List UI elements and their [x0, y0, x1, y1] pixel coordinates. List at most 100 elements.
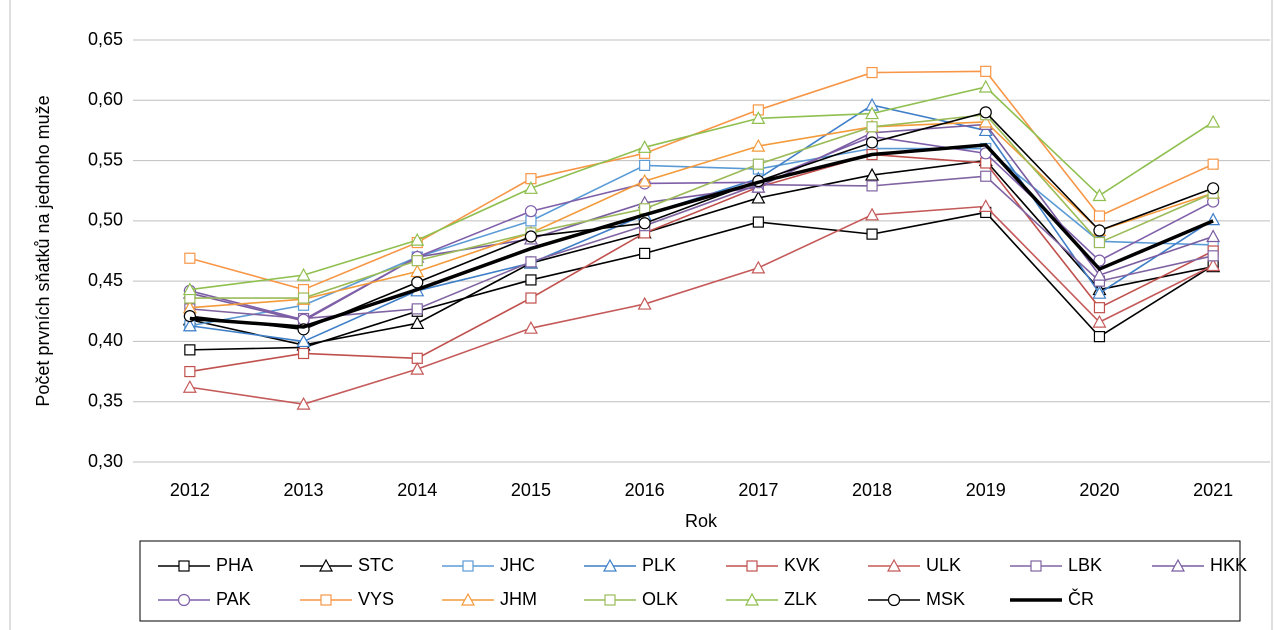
marker	[182, 379, 197, 393]
series-line	[189, 159, 1214, 346]
marker	[1206, 258, 1221, 272]
marker	[297, 347, 310, 360]
marker	[411, 276, 424, 289]
marker	[980, 157, 992, 169]
series-line	[189, 70, 1214, 291]
y-tick-label: 0,45	[88, 270, 123, 290]
y-tick-label: 0,40	[88, 330, 123, 350]
legend-label: ZLK	[784, 589, 817, 609]
marker	[751, 111, 766, 124]
legend-label: KVK	[784, 555, 820, 575]
x-tick-label: 2020	[1079, 480, 1119, 500]
x-tick-label: 2018	[852, 480, 892, 500]
series-line	[189, 205, 1214, 405]
marker	[637, 140, 652, 153]
series-line	[189, 153, 1214, 373]
marker	[978, 199, 993, 212]
marker	[751, 190, 766, 204]
x-tick-label: 2012	[170, 480, 210, 500]
marker	[525, 256, 537, 268]
marker	[637, 296, 652, 310]
marker	[744, 592, 760, 606]
marker	[410, 264, 425, 278]
legend-label: JHM	[500, 589, 537, 609]
y-tick-label: 0,50	[88, 210, 123, 230]
marker	[411, 255, 423, 267]
marker	[638, 217, 651, 230]
marker	[411, 352, 423, 364]
y-tick-label: 0,65	[88, 29, 123, 49]
marker	[296, 267, 311, 281]
marker	[1093, 210, 1106, 222]
legend-label: OLK	[642, 589, 678, 609]
x-tick-label: 2013	[284, 480, 324, 500]
chart-border	[9, 0, 1273, 630]
marker	[751, 260, 766, 274]
legend-label: STC	[358, 555, 394, 575]
marker	[523, 181, 538, 194]
legend-label: LBK	[1068, 555, 1102, 575]
marker	[1092, 314, 1107, 328]
y-tick-label: 0,60	[88, 89, 123, 109]
x-tick-label: 2019	[966, 480, 1006, 500]
marker	[525, 215, 537, 227]
legend-label: HKK	[1210, 555, 1247, 575]
series-line	[189, 143, 1214, 329]
marker	[1092, 267, 1107, 281]
marker	[866, 66, 878, 79]
marker	[866, 121, 878, 133]
marker	[410, 316, 425, 329]
marker	[184, 252, 196, 264]
marker	[751, 138, 766, 152]
marker	[637, 173, 652, 187]
legend-label: ULK	[926, 555, 961, 575]
marker	[866, 228, 878, 240]
marker	[320, 594, 332, 606]
marker	[1093, 331, 1106, 343]
marker	[297, 292, 310, 304]
marker	[604, 594, 616, 606]
marker	[410, 361, 425, 375]
marker	[602, 558, 618, 572]
marker	[978, 79, 993, 93]
x-tick-label: 2014	[397, 480, 437, 500]
x-tick-label: 2016	[625, 480, 665, 500]
marker	[865, 106, 880, 120]
marker	[184, 344, 196, 356]
marker	[1093, 236, 1106, 249]
marker	[979, 106, 992, 119]
marker	[462, 560, 474, 572]
series-line	[189, 111, 1214, 331]
marker	[752, 216, 764, 228]
marker	[182, 282, 197, 296]
series-line	[189, 175, 1214, 320]
marker	[525, 292, 537, 304]
legend-label: PAK	[216, 589, 251, 609]
marker	[524, 205, 538, 218]
legend-label: VYS	[358, 589, 394, 609]
marker	[182, 318, 197, 332]
x-tick-label: 2015	[511, 480, 551, 500]
y-axis-label: Počet prvních sňatků na jednoho muže	[33, 95, 53, 406]
marker	[296, 396, 311, 410]
marker	[296, 334, 311, 348]
marker	[318, 558, 334, 572]
marker	[1092, 188, 1107, 202]
marker	[746, 560, 758, 572]
marker	[1207, 250, 1219, 262]
marker	[524, 230, 538, 243]
marker	[865, 207, 880, 221]
marker	[1207, 182, 1220, 195]
series-line	[189, 121, 1214, 309]
legend-label: JHC	[500, 555, 535, 575]
marker	[1030, 560, 1042, 572]
marker	[865, 167, 880, 181]
marker	[1170, 558, 1186, 572]
marker	[866, 180, 878, 192]
marker	[184, 365, 196, 378]
marker	[460, 592, 476, 606]
x-axis-label: Rok	[685, 511, 718, 531]
marker	[1206, 229, 1221, 243]
